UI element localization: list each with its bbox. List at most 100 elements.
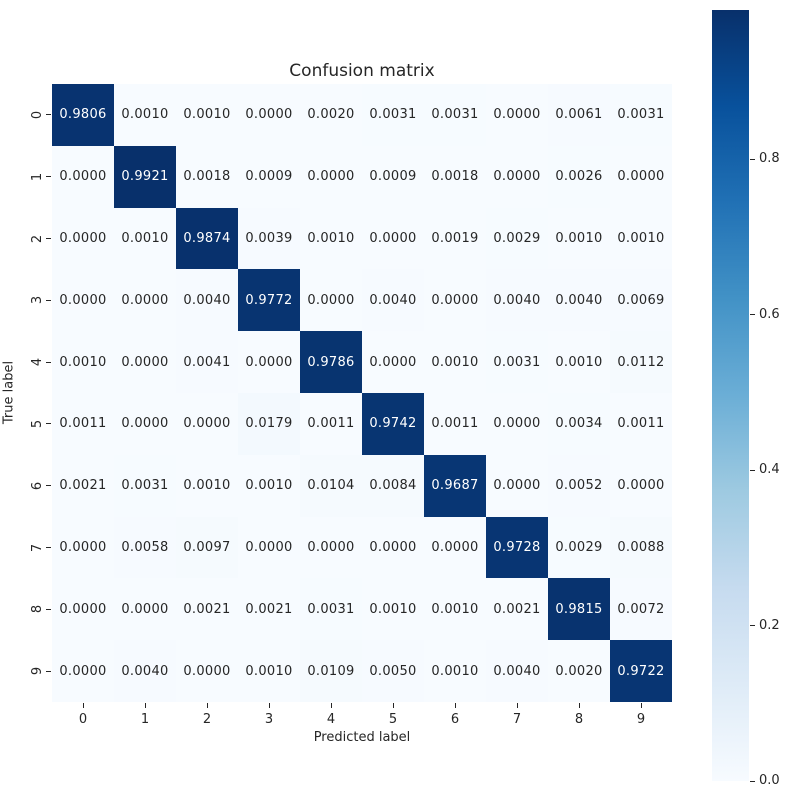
- x-tick-mark: [640, 703, 642, 708]
- heatmap-cell-r2-c8: 0.0010: [548, 207, 610, 270]
- cell-value: 0.9874: [183, 230, 231, 246]
- heatmap-cell-r0-c6: 0.0031: [424, 84, 486, 146]
- heatmap-cell-r8-c1: 0.0000: [114, 578, 176, 641]
- cell-value: 0.0026: [555, 169, 603, 185]
- cell-value: 0.0018: [431, 169, 479, 185]
- cell-value: 0.0040: [369, 292, 417, 308]
- heatmap-cell-r7-c8: 0.0029: [548, 516, 610, 579]
- cell-value: 0.0000: [59, 601, 107, 617]
- heatmap-cell-r2-c5: 0.0000: [362, 207, 424, 270]
- heatmap-cell-r1-c4: 0.0000: [300, 145, 362, 208]
- heatmap-cell-r0-c2: 0.0010: [176, 84, 238, 146]
- cell-value: 0.9772: [245, 292, 293, 308]
- heatmap-cell-r8-c2: 0.0021: [176, 578, 238, 641]
- heatmap-cell-r2-c7: 0.0029: [486, 207, 548, 270]
- heatmap-cell-r0-c5: 0.0031: [362, 84, 424, 146]
- heatmap-cell-r0-c1: 0.0010: [114, 84, 176, 146]
- heatmap-cell-r4-c8: 0.0010: [548, 331, 610, 393]
- y-tick-label: 9: [30, 666, 45, 676]
- x-tick-label: 6: [450, 712, 460, 727]
- heatmap-cell-r1-c5: 0.0009: [362, 145, 424, 208]
- cell-value: 0.9815: [555, 601, 603, 617]
- heatmap-cell-r3-c0: 0.0000: [52, 269, 114, 332]
- heatmap-cell-r9-c6: 0.0010: [424, 640, 486, 702]
- cell-value: 0.0020: [555, 663, 603, 679]
- heatmap-cell-r3-c4: 0.0000: [300, 269, 362, 332]
- cell-value: 0.0000: [369, 539, 417, 555]
- cell-value: 0.9687: [431, 478, 479, 494]
- cell-value: 0.9722: [617, 663, 665, 679]
- cell-value: 0.0112: [617, 354, 665, 370]
- heatmap-cell-r2-c6: 0.0019: [424, 207, 486, 270]
- cell-value: 0.0018: [183, 169, 231, 185]
- heatmap-cell-r0-c7: 0.0000: [486, 84, 548, 146]
- heatmap-cell-r7-c9: 0.0088: [610, 516, 672, 579]
- cell-value: 0.0000: [369, 230, 417, 246]
- cell-value: 0.0011: [59, 416, 107, 432]
- cell-value: 0.0031: [369, 107, 417, 123]
- cell-value: 0.0031: [617, 107, 665, 123]
- heatmap-cell-r5-c0: 0.0011: [52, 392, 114, 455]
- heatmap-cell-r5-c8: 0.0034: [548, 392, 610, 455]
- cell-value: 0.0000: [431, 292, 479, 308]
- heatmap-cell-r3-c7: 0.0040: [486, 269, 548, 332]
- cell-value: 0.0000: [245, 539, 293, 555]
- heatmap-cell-r1-c6: 0.0018: [424, 145, 486, 208]
- cell-value: 0.0010: [59, 354, 107, 370]
- x-tick-mark: [82, 703, 84, 708]
- colorbar-tick-label: 0.6: [759, 306, 780, 322]
- heatmap-cell-r9-c8: 0.0020: [548, 640, 610, 702]
- x-tick-label: 7: [512, 712, 522, 727]
- heatmap-cell-r2-c2: 0.9874: [176, 207, 238, 270]
- cell-value: 0.0000: [307, 539, 355, 555]
- cell-value: 0.0034: [555, 416, 603, 432]
- cell-value: 0.0109: [307, 663, 355, 679]
- cell-value: 0.0031: [307, 601, 355, 617]
- heatmap-cell-r0-c8: 0.0061: [548, 84, 610, 146]
- x-tick-label: 0: [78, 712, 88, 727]
- x-tick-mark: [206, 703, 208, 708]
- cell-value: 0.0000: [369, 354, 417, 370]
- cell-value: 0.0029: [555, 539, 603, 555]
- heatmap-cell-r3-c3: 0.9772: [238, 269, 300, 332]
- heatmap-cell-r7-c1: 0.0058: [114, 516, 176, 579]
- colorbar-tick-label: 0.0: [759, 773, 780, 788]
- cell-value: 0.0021: [183, 601, 231, 617]
- cell-value: 0.0029: [493, 230, 541, 246]
- heatmap-cell-r6-c7: 0.0000: [486, 454, 548, 517]
- cell-value: 0.0031: [121, 478, 169, 494]
- heatmap-cell-r4-c3: 0.0000: [238, 331, 300, 393]
- x-tick-mark: [578, 703, 580, 708]
- cell-value: 0.0000: [59, 663, 107, 679]
- colorbar-tick-mark: [750, 469, 755, 471]
- cell-value: 0.0000: [493, 478, 541, 494]
- heatmap-cell-r8-c4: 0.0031: [300, 578, 362, 641]
- heatmap-cell-r4-c6: 0.0010: [424, 331, 486, 393]
- colorbar-tick-label: 0.2: [759, 617, 780, 633]
- y-tick-label: 3: [30, 296, 45, 305]
- heatmap-cell-r6-c4: 0.0104: [300, 454, 362, 517]
- cell-value: 0.0011: [617, 416, 665, 432]
- cell-value: 0.0000: [183, 416, 231, 432]
- cell-value: 0.0011: [431, 416, 479, 432]
- heatmap-cell-r3-c9: 0.0069: [610, 269, 672, 332]
- colorbar-tick-mark: [750, 158, 755, 160]
- cell-value: 0.9728: [493, 539, 541, 555]
- cell-value: 0.0000: [121, 601, 169, 617]
- cell-value: 0.0020: [307, 107, 355, 123]
- heatmap-cell-r3-c6: 0.0000: [424, 269, 486, 332]
- cell-value: 0.0009: [369, 169, 417, 185]
- cell-value: 0.0040: [493, 292, 541, 308]
- cell-value: 0.9806: [59, 107, 107, 123]
- heatmap-cell-r9-c0: 0.0000: [52, 640, 114, 702]
- cell-value: 0.0000: [59, 292, 107, 308]
- colorbar-tick-label: 0.8: [759, 151, 780, 167]
- cell-value: 0.0031: [493, 354, 541, 370]
- cell-value: 0.0010: [617, 230, 665, 246]
- cell-value: 0.0010: [369, 601, 417, 617]
- cell-value: 0.0040: [555, 292, 603, 308]
- heatmap-cell-r2-c1: 0.0010: [114, 207, 176, 270]
- cell-value: 0.0010: [245, 663, 293, 679]
- heatmap-cell-r5-c9: 0.0011: [610, 392, 672, 455]
- heatmap-cell-r6-c1: 0.0031: [114, 454, 176, 517]
